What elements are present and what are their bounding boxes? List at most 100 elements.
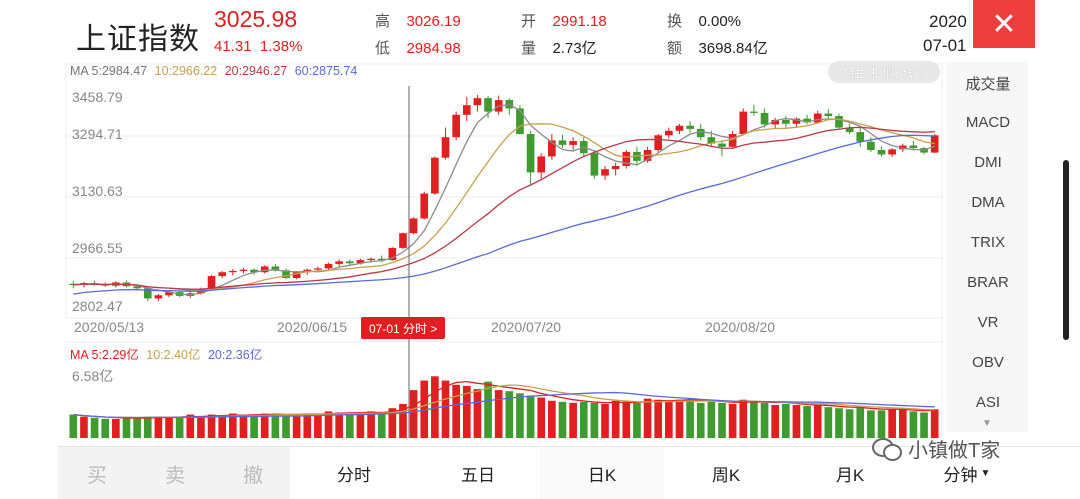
volume-bar [282, 414, 290, 438]
candle [845, 127, 854, 133]
volume-bar [250, 414, 258, 438]
y-tick: 3458.79 [72, 89, 123, 105]
volume-bar [377, 412, 386, 438]
candle [569, 141, 577, 145]
volume-bar [867, 410, 875, 438]
volume-bar [409, 390, 418, 438]
candle [345, 261, 354, 264]
volume-bar [835, 408, 843, 438]
ma10-legend: 10:2966.22 [154, 64, 218, 78]
x-tick: 2020/06/15 [277, 319, 348, 335]
stat-label: 开 [521, 13, 537, 30]
volume-bar [207, 414, 216, 438]
trade-group [58, 447, 290, 499]
indicator-asi[interactable]: ASI [975, 394, 1001, 411]
vol-ma20-line [73, 391, 935, 419]
candle [611, 166, 620, 170]
candle [930, 135, 939, 153]
volume-bar [909, 411, 918, 438]
volume-bar [622, 401, 631, 438]
volume-bar [537, 397, 546, 438]
candle [143, 288, 152, 299]
volume-bar [484, 381, 492, 438]
candle [760, 112, 769, 125]
tab-monthly-k[interactable]: 月K [835, 465, 865, 485]
stat-value: 2991.18 [552, 13, 607, 30]
crosshair-date-button[interactable]: 07-01 分时 > [361, 317, 446, 339]
stat-value: 0.00% [698, 13, 742, 30]
candle [686, 125, 694, 129]
tab-five-day[interactable]: 五日 [461, 465, 495, 485]
x-tick: 2020/05/13 [74, 319, 145, 335]
chevron-down-icon[interactable]: ▼ [982, 418, 992, 429]
volume-bar [399, 403, 407, 438]
candle [771, 119, 779, 125]
crosshair-date-label: 07-01 分时 > [369, 321, 438, 336]
last-price: 3025.98 [214, 6, 298, 32]
caret-down-icon: ▼ [980, 467, 991, 479]
ma20-legend: 20:2946.27 [224, 64, 288, 78]
tab-minute-label: 分钟 [943, 465, 978, 485]
tab-minute[interactable]: 分钟 ▼ [912, 447, 1022, 499]
y-tick: 3294.71 [72, 126, 123, 142]
stat-label: 高 [375, 13, 391, 30]
candle [271, 266, 280, 271]
candle [250, 269, 258, 273]
candle [154, 295, 163, 299]
candle [898, 145, 907, 150]
ma60-line [73, 134, 935, 295]
volume-bar [633, 402, 641, 438]
volume-bar [739, 399, 748, 438]
tab-weekly-k[interactable]: 周K [711, 465, 741, 485]
candle [654, 135, 663, 151]
volume-ma-lines [73, 380, 935, 419]
volume-bar [271, 413, 280, 438]
close-icon: ✕ [991, 7, 1017, 41]
candle [218, 272, 227, 277]
indicator-brar[interactable]: BRAR [967, 274, 1009, 291]
page-title: 上证指数 [76, 23, 200, 56]
indicator-vr[interactable]: VR [977, 314, 999, 331]
x-tick: 2020/08/20 [705, 319, 776, 335]
indicator-volume[interactable]: 成交量 [965, 76, 1011, 93]
volume-bar [845, 409, 854, 438]
kline-chart[interactable] [0, 58, 945, 443]
candle [420, 193, 429, 219]
stat-open: 开 2991.18 [521, 10, 607, 31]
stat-low: 低 2984.98 [375, 37, 461, 58]
candle [388, 247, 397, 261]
stat-high: 高 3026.19 [375, 10, 461, 31]
volume-bar [707, 401, 716, 438]
indicator-macd[interactable]: MACD [965, 114, 1011, 131]
similar-kline-label: 特色 相似K线 > [843, 65, 925, 80]
scrollbar[interactable] [1063, 160, 1069, 340]
indicator-obv[interactable]: OBV [972, 354, 1004, 371]
watermark-text: 小镇做T家 [908, 440, 1001, 462]
volume-bar [856, 407, 865, 438]
candle [548, 140, 556, 157]
candle [675, 125, 684, 131]
candle [803, 118, 811, 123]
tab-daily-k[interactable]: 日K [587, 465, 617, 485]
volume-bar [558, 401, 567, 438]
volume-bar [441, 380, 450, 438]
candle [335, 261, 343, 264]
volume-bar [197, 416, 205, 438]
similar-kline-button[interactable]: 特色 相似K线 > [828, 61, 940, 83]
cancel-order-button[interactable]: 撤 [243, 464, 263, 487]
volume-bar [186, 414, 195, 438]
indicator-dmi[interactable]: DMI [974, 154, 1002, 171]
close-button[interactable]: ✕ [973, 0, 1035, 48]
volume-bar [569, 402, 577, 438]
sell-button[interactable]: 卖 [165, 464, 185, 487]
candle [781, 119, 790, 124]
tab-intraday[interactable]: 分时 [337, 465, 371, 485]
candle [367, 258, 375, 261]
indicator-trix[interactable]: TRIX [970, 234, 1006, 251]
volume-bar [367, 411, 375, 438]
buy-button[interactable]: 买 [87, 464, 107, 487]
candle [229, 270, 237, 273]
stat-value: 3698.84亿 [698, 40, 768, 57]
indicator-dma[interactable]: DMA [971, 194, 1005, 211]
volume-bar [122, 417, 131, 438]
